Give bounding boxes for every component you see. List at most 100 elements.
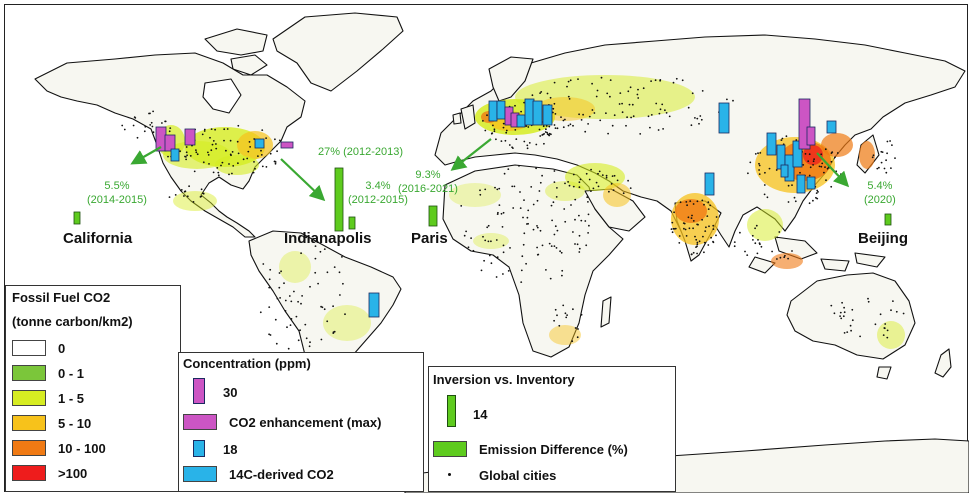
city-dot xyxy=(275,342,278,345)
city-dot xyxy=(514,129,517,131)
city-dot xyxy=(259,311,262,314)
city-dot xyxy=(544,131,547,133)
city-dot xyxy=(262,263,265,265)
city-dot xyxy=(823,171,825,174)
enhancement-bar xyxy=(164,134,176,152)
city-dot xyxy=(530,186,533,188)
city-dot xyxy=(627,90,630,93)
city-dot xyxy=(588,115,591,118)
city-dot xyxy=(209,136,211,139)
ffco2-class-label: 10 - 100 xyxy=(58,440,106,456)
city-dot xyxy=(879,313,882,316)
ffco2-class-row: 5 - 10 xyxy=(12,415,91,431)
city-dot xyxy=(554,127,557,129)
legend-title: Concentration (ppm) xyxy=(183,356,311,371)
city-dot xyxy=(143,130,146,133)
city-dot xyxy=(692,220,695,222)
callout-beijing: 5.4% (2020) xyxy=(864,179,896,207)
arrow-icon xyxy=(450,138,492,171)
city-dot xyxy=(161,122,163,124)
city-dot xyxy=(562,126,565,129)
city-dot xyxy=(701,199,704,202)
city-dot xyxy=(273,160,276,163)
city-dot xyxy=(535,167,537,170)
city-dot xyxy=(215,147,218,150)
enhancement-swatch xyxy=(183,414,217,430)
city-dot xyxy=(502,273,504,275)
city-dot xyxy=(252,171,255,174)
city-dot xyxy=(509,247,511,249)
city-dot xyxy=(548,242,551,245)
city-dot xyxy=(754,242,757,245)
c14-swatch xyxy=(183,466,217,482)
city-dot xyxy=(493,128,496,131)
city-dot xyxy=(121,124,124,127)
city-dot xyxy=(843,306,845,309)
city-dot xyxy=(152,110,155,113)
city-dot xyxy=(794,200,797,203)
city-dot xyxy=(523,232,526,235)
city-dot xyxy=(687,216,690,219)
city-dot xyxy=(836,152,839,154)
city-dot xyxy=(496,256,499,258)
city-dot xyxy=(265,166,268,168)
city-dot xyxy=(550,204,553,207)
city-dot xyxy=(771,250,773,253)
city-dot xyxy=(539,229,542,232)
city-dot xyxy=(664,109,666,112)
city-dot xyxy=(808,174,811,177)
city-dot xyxy=(333,266,336,268)
city-dot xyxy=(196,153,199,156)
city-dot xyxy=(305,236,308,239)
city-dot xyxy=(701,218,703,221)
ffco2-class-row: 0 - 1 xyxy=(12,365,84,381)
city-dot xyxy=(276,297,279,300)
city-dot xyxy=(542,125,545,128)
city-dot xyxy=(554,113,557,115)
city-dot xyxy=(582,113,584,116)
city-dot xyxy=(490,132,493,135)
city-dot xyxy=(332,331,335,334)
dot-icon xyxy=(433,467,467,483)
city-dot xyxy=(299,329,301,332)
city-dot xyxy=(587,213,590,216)
city-dot xyxy=(820,153,823,156)
city-dot xyxy=(545,269,547,271)
enhancement-scale-bar xyxy=(193,378,205,404)
city-dot xyxy=(703,241,706,244)
city-dot xyxy=(584,220,587,222)
city-dot xyxy=(795,139,798,141)
city-dot xyxy=(654,79,657,82)
city-dot xyxy=(791,250,793,252)
city-dot xyxy=(809,166,812,169)
city-dot xyxy=(608,190,610,193)
city-dot xyxy=(580,119,583,121)
city-dot xyxy=(890,167,892,170)
arctic-islands xyxy=(204,28,268,56)
city-dot xyxy=(890,309,892,312)
callout-period: (2014-2015) xyxy=(87,194,147,206)
city-dot xyxy=(695,238,698,241)
city-dot xyxy=(892,300,894,302)
city-dot xyxy=(707,208,710,211)
city-dot xyxy=(553,181,556,184)
city-dot xyxy=(470,237,472,240)
city-dot xyxy=(560,116,562,118)
city-dot xyxy=(308,345,311,348)
ffco2-class-swatch xyxy=(12,440,46,456)
city-dot xyxy=(625,124,627,127)
city-dot xyxy=(507,168,510,171)
city-dot xyxy=(839,311,842,314)
enhancement-row: CO2 enhancement (max) xyxy=(183,414,381,430)
region-label-indianapolis: Indianapolis xyxy=(284,230,372,247)
city-dot xyxy=(555,196,558,198)
city-dot xyxy=(309,285,311,288)
ffco2-class-swatch xyxy=(12,365,46,381)
city-dot xyxy=(758,173,761,176)
city-dot xyxy=(851,308,854,311)
city-dot xyxy=(552,107,555,110)
city-dot xyxy=(520,281,523,283)
city-dot xyxy=(781,137,784,140)
city-dot xyxy=(207,151,209,154)
city-dot xyxy=(564,220,567,223)
